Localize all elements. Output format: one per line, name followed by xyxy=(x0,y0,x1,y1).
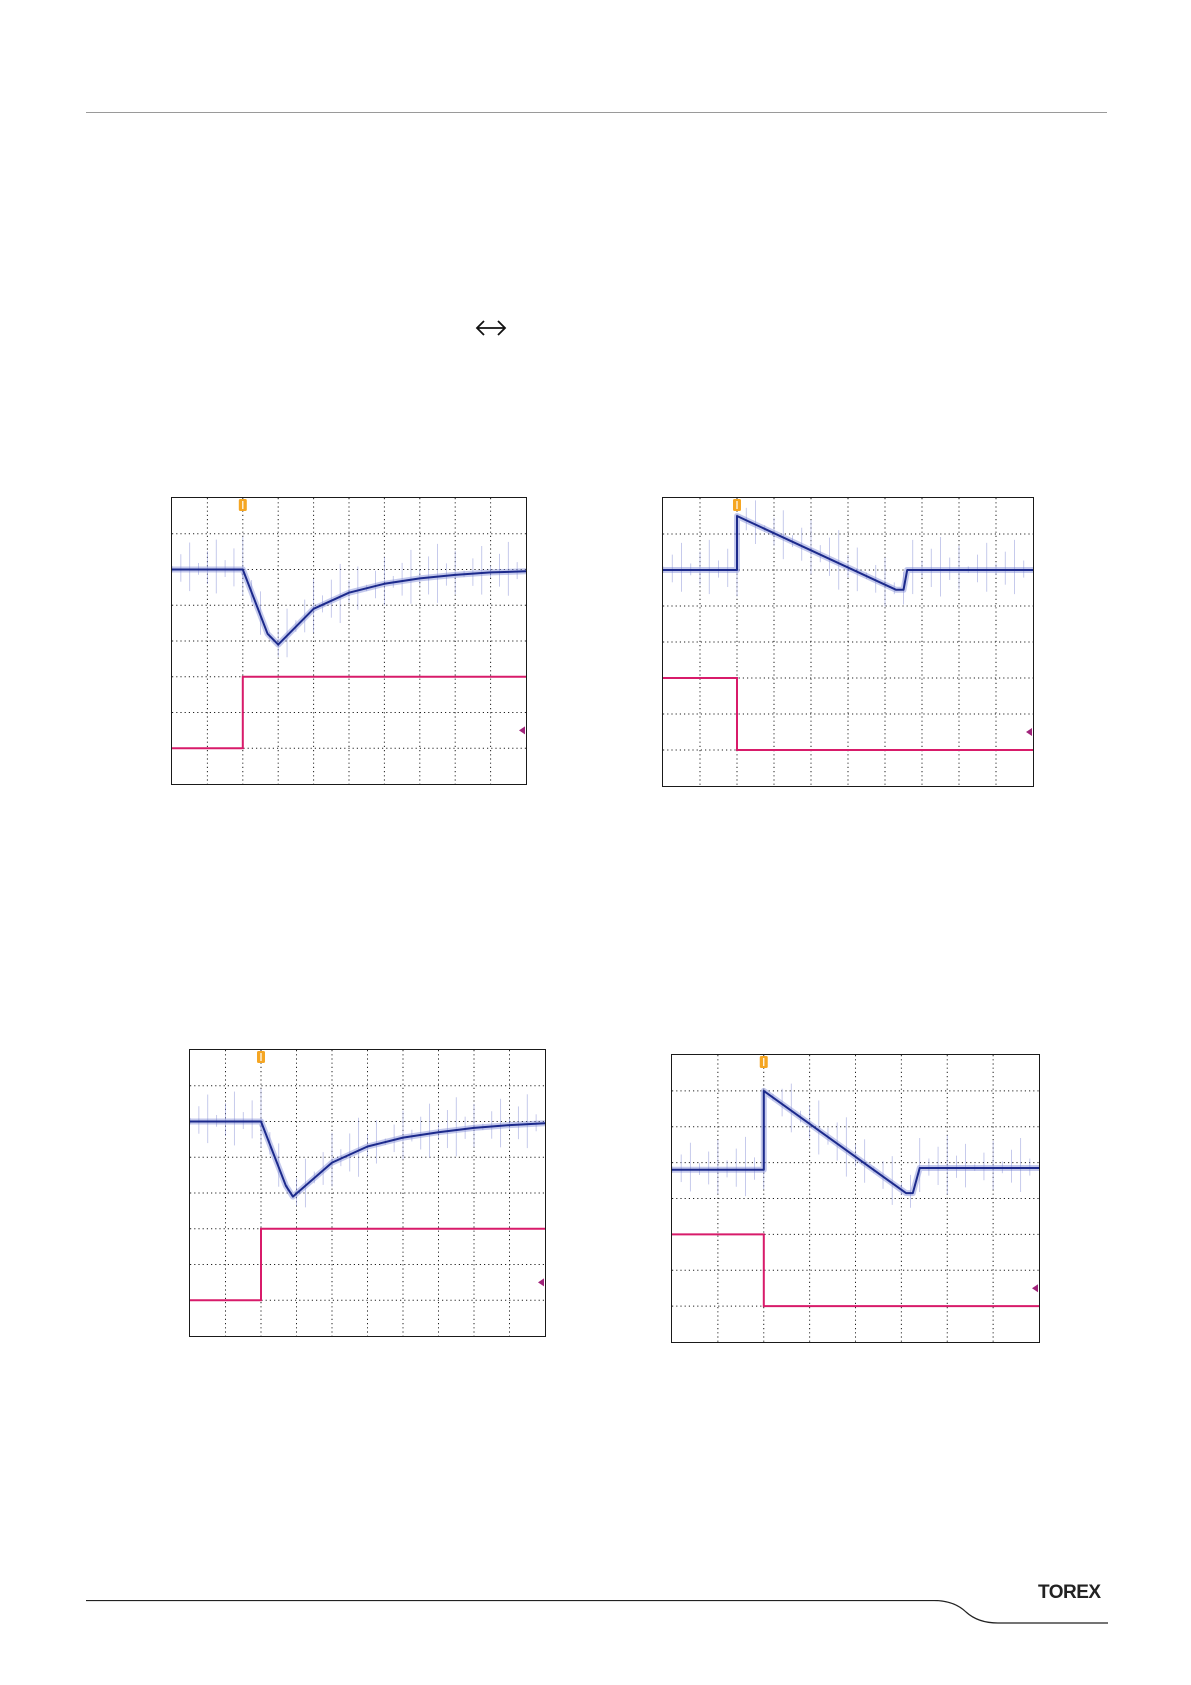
control-trace-line xyxy=(172,675,526,750)
trigger-marker-icon xyxy=(733,499,741,511)
oscilloscope-plot-3 xyxy=(189,1049,546,1337)
level-marker-icon xyxy=(1026,728,1032,736)
output-trace-line xyxy=(190,1120,545,1198)
output-trace-line xyxy=(672,1089,1039,1195)
level-marker-icon xyxy=(519,726,525,735)
output-trace-line xyxy=(663,515,1033,591)
logo-text: TOREX xyxy=(1038,1582,1101,1602)
footer-rule xyxy=(86,1600,1108,1624)
control-trace-line xyxy=(190,1227,545,1302)
oscilloscope-svg-4 xyxy=(672,1055,1039,1342)
trigger-marker-icon xyxy=(238,499,247,511)
left-right-arrow-icon xyxy=(475,320,507,336)
trigger-marker-icon xyxy=(759,1056,768,1068)
header-rule xyxy=(86,112,1107,113)
torex-logo-icon: TOREX xyxy=(1038,1582,1102,1602)
level-marker-icon xyxy=(538,1278,544,1287)
oscilloscope-plot-4 xyxy=(671,1054,1040,1343)
control-trace-line xyxy=(672,1233,1039,1308)
oscilloscope-svg-1 xyxy=(172,498,526,784)
oscilloscope-svg-3 xyxy=(190,1050,545,1336)
control-trace-line xyxy=(663,677,1033,751)
output-trace-line xyxy=(172,568,526,646)
oscilloscope-plot-2 xyxy=(662,497,1034,787)
level-marker-icon xyxy=(1032,1284,1038,1293)
oscilloscope-svg-2 xyxy=(663,498,1033,786)
trigger-marker-icon xyxy=(257,1051,265,1063)
oscilloscope-plot-1 xyxy=(171,497,527,785)
